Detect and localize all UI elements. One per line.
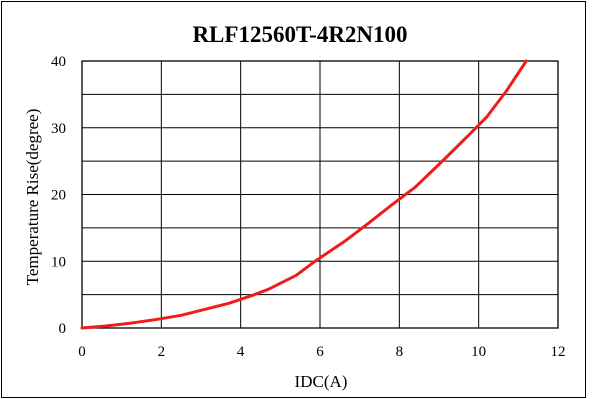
y-tick-label: 40	[51, 54, 66, 70]
x-tick-label: 8	[396, 344, 404, 360]
temperature-rise-curve	[80, 59, 528, 330]
x-tick-label: 10	[471, 344, 486, 360]
y-tick-label: 20	[51, 188, 66, 204]
y-axis-title: Temperature Rise(degree)	[23, 109, 42, 286]
y-tick-label: 0	[59, 321, 67, 337]
y-tick-label: 30	[51, 121, 66, 137]
chart-title: RLF12560T-4R2N100	[192, 22, 407, 47]
x-tick-label: 6	[316, 344, 324, 360]
x-axis-title: IDC(A)	[295, 372, 348, 391]
x-tick-label: 12	[551, 344, 566, 360]
chart-frame	[1, 1, 586, 398]
x-tick-label: 4	[237, 344, 245, 360]
grid-lines	[82, 61, 558, 328]
tick-labels: 0 2 4 6 8 10 12 0 10 20 30 40	[51, 54, 566, 360]
y-tick-label: 10	[51, 254, 66, 270]
plot-area-border	[81, 60, 559, 329]
x-tick-label: 2	[158, 344, 166, 360]
x-tick-label: 0	[78, 344, 86, 360]
series-layer	[80, 59, 528, 330]
